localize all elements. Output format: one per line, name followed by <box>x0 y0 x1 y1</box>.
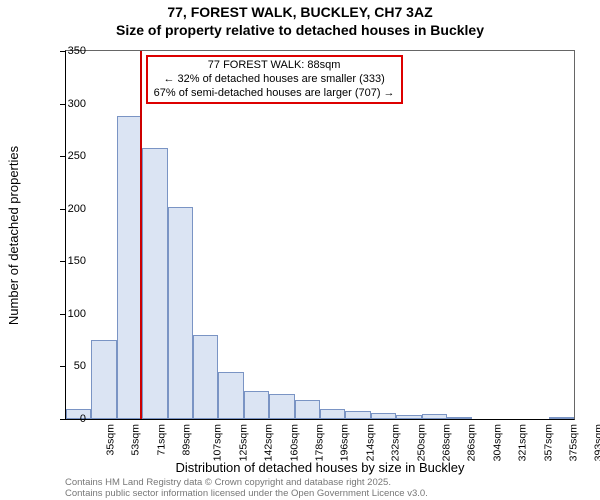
y-tick-label: 150 <box>46 255 86 267</box>
x-tick-label: 107sqm <box>212 424 224 461</box>
x-tick-label: 35sqm <box>104 424 116 456</box>
x-tick-label: 160sqm <box>288 424 300 461</box>
x-tick-label: 178sqm <box>313 424 325 461</box>
histogram-bar <box>371 413 396 419</box>
x-tick-label: 89sqm <box>180 424 192 456</box>
x-tick-label: 214sqm <box>364 424 376 461</box>
chart-container: { "title": "77, FOREST WALK, BUCKLEY, CH… <box>0 0 600 500</box>
x-tick-label: 53sqm <box>130 424 142 456</box>
y-tick-label: 200 <box>46 203 86 215</box>
credits-line-2: Contains public sector information licen… <box>65 489 575 500</box>
y-tick-mark <box>60 314 65 315</box>
x-tick-label: 196sqm <box>339 424 351 461</box>
y-tick-label: 100 <box>46 308 86 320</box>
histogram-bar <box>295 400 320 419</box>
y-tick-label: 50 <box>46 360 86 372</box>
x-tick-label: 232sqm <box>389 424 401 461</box>
histogram-bar <box>447 417 472 419</box>
y-axis-label-text: Number of detached properties <box>7 145 22 324</box>
y-tick-mark <box>60 209 65 210</box>
histogram-bar <box>218 372 243 419</box>
plot-area: 77 FOREST WALK: 88sqm← 32% of detached h… <box>65 50 575 420</box>
histogram-bar <box>244 391 269 419</box>
histogram-bar <box>422 414 447 419</box>
histogram-bar <box>117 116 142 419</box>
y-tick-mark <box>60 419 65 420</box>
annotation-box: 77 FOREST WALK: 88sqm← 32% of detached h… <box>146 55 403 104</box>
x-axis-label: Distribution of detached houses by size … <box>65 460 575 475</box>
histogram-bar <box>320 409 345 420</box>
y-tick-label: 250 <box>46 150 86 162</box>
annotation-line: 67% of semi-detached houses are larger (… <box>154 87 395 101</box>
histogram-bar <box>168 207 193 419</box>
y-axis-label: Number of detached properties <box>6 50 22 420</box>
x-tick-label: 375sqm <box>567 424 579 461</box>
x-tick-label: 250sqm <box>415 424 427 461</box>
y-tick-label: 350 <box>46 45 86 57</box>
y-tick-label: 300 <box>46 98 86 110</box>
annotation-line: ← 32% of detached houses are smaller (33… <box>154 73 395 87</box>
x-tick-label: 142sqm <box>262 424 274 461</box>
y-tick-mark <box>60 51 65 52</box>
annotation-line: 77 FOREST WALK: 88sqm <box>154 59 395 73</box>
histogram-bar <box>549 417 574 419</box>
x-tick-label: 321sqm <box>516 424 528 461</box>
y-tick-mark <box>60 156 65 157</box>
histogram-bar <box>193 335 218 419</box>
histogram-bar <box>396 415 421 419</box>
x-tick-label: 304sqm <box>491 424 503 461</box>
x-tick-label: 393sqm <box>593 424 600 461</box>
y-tick-mark <box>60 261 65 262</box>
histogram-bar <box>345 411 370 419</box>
y-tick-mark <box>60 104 65 105</box>
reference-line <box>140 51 142 419</box>
x-tick-label: 71sqm <box>155 424 167 456</box>
y-tick-mark <box>60 366 65 367</box>
credits: Contains HM Land Registry data © Crown c… <box>65 478 575 500</box>
chart-subtitle: Size of property relative to detached ho… <box>0 22 600 38</box>
histogram-bar <box>142 148 167 419</box>
histogram-bar <box>269 394 294 419</box>
x-tick-label: 125sqm <box>237 424 249 461</box>
y-tick-label: 0 <box>46 413 86 425</box>
x-tick-label: 268sqm <box>440 424 452 461</box>
x-tick-label: 286sqm <box>466 424 478 461</box>
x-tick-label: 357sqm <box>542 424 554 461</box>
histogram-bar <box>91 340 116 419</box>
chart-title: 77, FOREST WALK, BUCKLEY, CH7 3AZ <box>0 4 600 20</box>
